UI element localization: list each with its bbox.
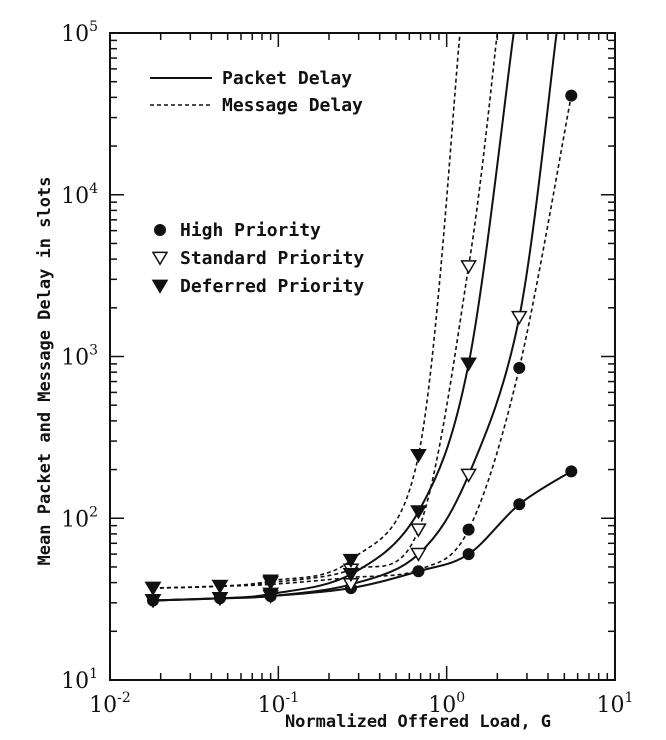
legend-marker xyxy=(151,251,169,266)
data-point xyxy=(460,357,477,372)
data-point xyxy=(513,361,526,374)
plot-frame xyxy=(109,32,616,681)
data-point xyxy=(462,548,475,561)
y-tick-label: 101 xyxy=(61,666,98,694)
data-point xyxy=(342,553,360,569)
series-line xyxy=(152,32,499,589)
data-point xyxy=(410,523,427,538)
y-tick-label: 103 xyxy=(61,343,98,371)
data-point xyxy=(565,89,578,102)
data-point xyxy=(410,547,427,562)
data-point xyxy=(410,448,427,464)
data-point xyxy=(342,567,360,583)
legend-marker-label: Standard Priority xyxy=(180,248,364,269)
data-point xyxy=(462,523,475,536)
series-line xyxy=(152,32,558,602)
data-point xyxy=(510,310,528,325)
series-group xyxy=(144,32,578,609)
axes: 10-2 10-1 100 101 101 102 103 104 105 xyxy=(61,19,633,718)
legend-marker xyxy=(151,279,169,294)
y-tick-label: 102 xyxy=(61,504,98,532)
y-tick-label: 104 xyxy=(61,181,98,209)
y-axis-title: Mean Packet and Message Delay in slots xyxy=(35,177,55,566)
series-line xyxy=(152,32,515,602)
x-tick-label: 100 xyxy=(428,690,465,718)
series-deferred-message xyxy=(144,32,461,596)
x-tick-label: 101 xyxy=(597,690,634,718)
series-line xyxy=(152,32,461,589)
x-axis-title: Normalized Offered Load, G xyxy=(285,712,551,732)
data-point xyxy=(565,465,578,478)
legend-line-label: Packet Delay xyxy=(222,68,352,89)
x-tick-label: 10-1 xyxy=(258,690,300,718)
legend: Packet Delay Message Delay High Priority St… xyxy=(150,68,364,297)
data-point xyxy=(460,468,477,483)
data-point xyxy=(262,574,279,589)
data-point xyxy=(410,505,427,520)
legend-marker xyxy=(154,224,166,236)
y-tick-label: 105 xyxy=(61,19,98,47)
legend-marker-label: Deferred Priority xyxy=(180,276,364,297)
data-point xyxy=(460,260,477,275)
series-standard-packet xyxy=(144,32,558,609)
x-tick-label: 10-2 xyxy=(89,690,131,718)
legend-line-label: Message Delay xyxy=(222,95,363,116)
data-point xyxy=(513,498,526,511)
data-point xyxy=(211,579,229,594)
data-point xyxy=(144,581,162,596)
series-deferred-packet xyxy=(144,32,515,609)
series-standard-message xyxy=(144,32,499,596)
legend-marker-label: High Priority xyxy=(180,220,321,241)
series-high-packet xyxy=(146,465,578,607)
